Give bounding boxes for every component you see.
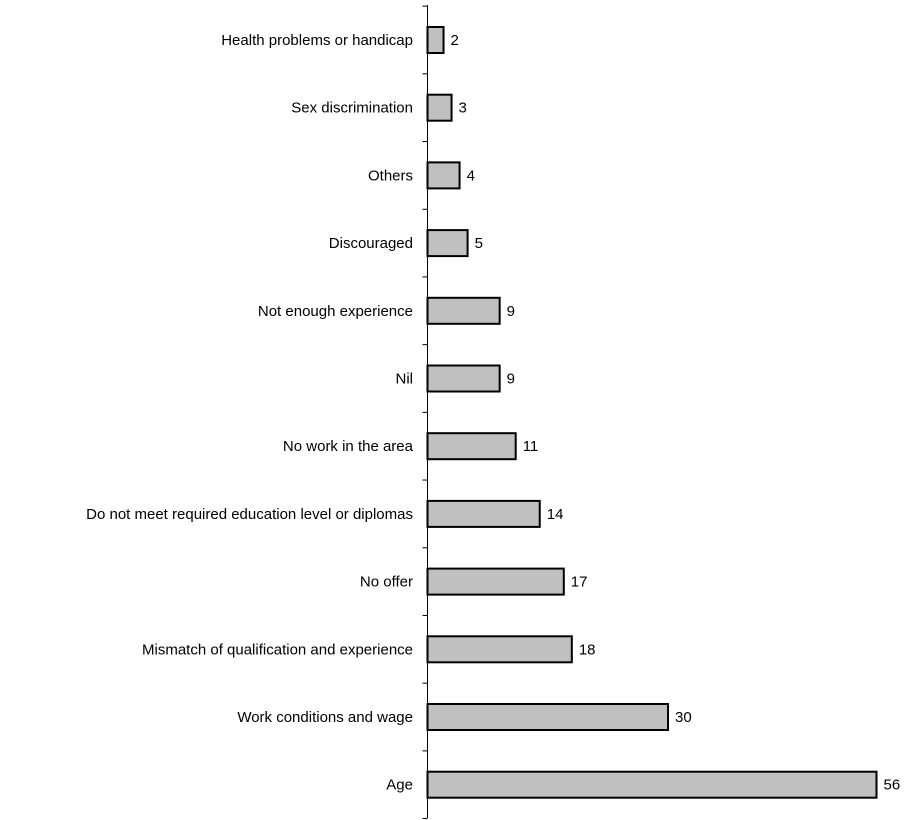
bar	[426, 770, 878, 799]
value-label: 9	[507, 303, 515, 320]
category-label: Health problems or handicap	[221, 32, 413, 49]
value-label: 11	[523, 438, 539, 455]
value-label: 3	[459, 100, 467, 117]
category-label: Nil	[396, 371, 414, 388]
bar	[426, 296, 501, 325]
category-label: Others	[368, 167, 413, 184]
bars	[426, 26, 878, 799]
category-label: Mismatch of qualification and experience	[142, 641, 413, 658]
category-labels: Health problems or handicap Sex discrimin…	[86, 32, 414, 794]
category-label: No offer	[360, 574, 413, 591]
bar	[426, 229, 469, 258]
bar	[426, 26, 445, 54]
category-label: Not enough experience	[258, 303, 413, 320]
value-label: 9	[507, 371, 515, 388]
category-label: Do not meet required education level or …	[86, 506, 413, 523]
value-label: 18	[579, 641, 596, 658]
value-labels: 2 3 4 5 9 9 11 14 17 18 30 56	[451, 32, 901, 794]
value-label: 30	[675, 709, 692, 726]
value-label: 4	[467, 167, 475, 184]
bar	[426, 364, 501, 393]
value-label: 17	[571, 574, 588, 591]
bar	[426, 432, 517, 461]
value-label: 14	[547, 506, 564, 523]
bar	[426, 161, 461, 190]
axis-ticks	[422, 5, 428, 820]
value-label: 5	[475, 235, 483, 252]
bar	[426, 93, 453, 122]
category-label: Discouraged	[329, 235, 413, 252]
category-label: Work conditions and wage	[237, 709, 413, 726]
bar	[426, 499, 541, 528]
category-label: Sex discrimination	[291, 100, 413, 117]
bar	[426, 635, 573, 664]
value-label: 56	[884, 777, 901, 794]
category-label: Age	[386, 777, 413, 794]
category-label: No work in the area	[283, 438, 414, 455]
bar	[426, 703, 670, 731]
bar	[426, 567, 565, 596]
value-label: 2	[451, 32, 459, 49]
